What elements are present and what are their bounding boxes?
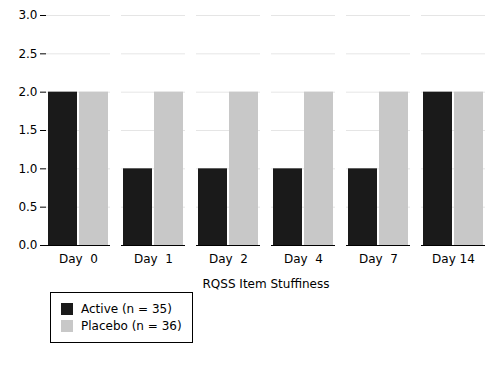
svg-text:RQSS Item Stuffiness: RQSS Item Stuffiness	[203, 277, 330, 291]
svg-text:1.0: 1.0	[18, 162, 37, 176]
svg-text:Day 7: Day 7	[359, 252, 398, 266]
html-text:Placebo (n = 36): Placebo (n = 36)	[81, 319, 182, 333]
svg-text:1.5: 1.5	[18, 123, 37, 137]
svg-text:2.0: 2.0	[18, 85, 37, 99]
svg-text:Day 0: Day 0	[59, 252, 98, 266]
svg-text:Day 1: Day 1	[134, 252, 173, 266]
svg-text:Day 4: Day 4	[284, 252, 323, 266]
svg-text:Day 14: Day 14	[432, 252, 475, 266]
svg-text:3.0: 3.0	[18, 8, 37, 22]
svg-text:0.5: 0.5	[18, 200, 37, 214]
svg-text:0.0: 0.0	[18, 238, 37, 252]
svg-text:Day 2: Day 2	[209, 252, 248, 266]
html-text:Active (n = 35): Active (n = 35)	[81, 302, 172, 316]
svg-text:2.5: 2.5	[18, 47, 37, 61]
